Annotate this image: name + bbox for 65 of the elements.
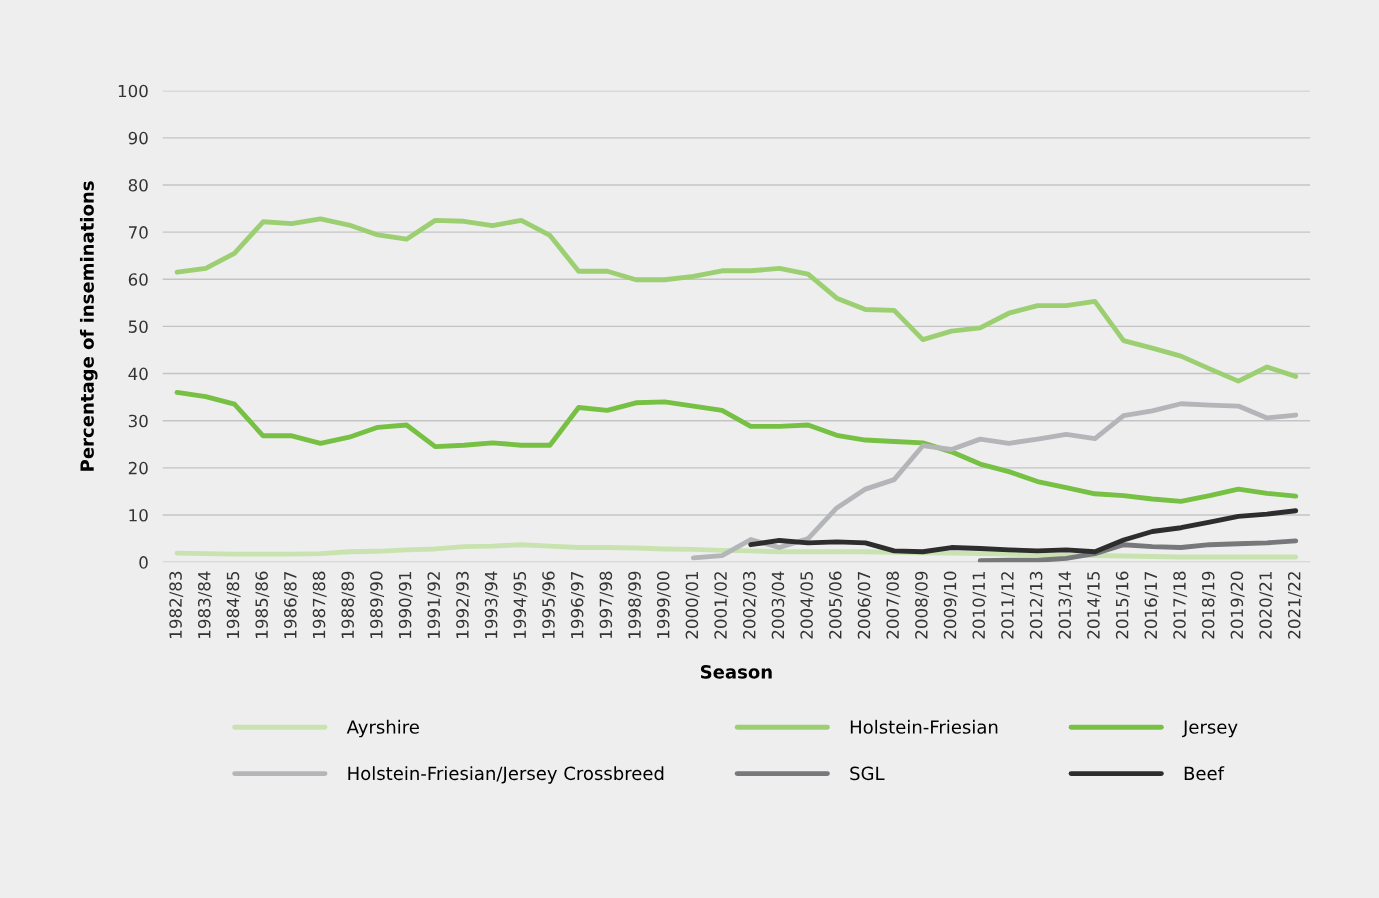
- x-tick-label: 1985/86: [255, 571, 270, 638]
- x-tick-label: 1998/99: [628, 571, 643, 638]
- x-tick-label: 1990/91: [398, 572, 413, 638]
- x-tick-label: 2011/12: [1001, 572, 1016, 639]
- x-tick-label: 2019/20: [1230, 571, 1245, 639]
- x-tick-label: 1991/92: [427, 572, 442, 638]
- x-tick-label: 2014/15: [1087, 571, 1102, 639]
- x-tick-label: 2003/04: [771, 571, 786, 639]
- x-tick-label: 1993/94: [484, 571, 499, 638]
- x-tick-label: 1995/96: [542, 571, 557, 638]
- line-series: [977, 538, 1299, 563]
- legend-label: Jersey: [1182, 720, 1238, 738]
- x-tick-label: 1996/97: [570, 571, 585, 638]
- x-tick-label: 1984/85: [226, 571, 241, 638]
- y-tick-label: 90: [128, 131, 148, 145]
- line-series: [174, 390, 1299, 504]
- x-tick-label: 1989/90: [370, 571, 384, 638]
- x-tick-label: 2000/01: [685, 572, 700, 639]
- x-tick-label: 2004/05: [800, 571, 815, 639]
- x-tick-label: 2012/13: [1029, 571, 1044, 639]
- x-tick-label: 2007/08: [886, 571, 901, 639]
- line-series: [174, 216, 1299, 384]
- y-tick-label: 80: [128, 178, 148, 192]
- x-tick-label: 1987/88: [312, 571, 327, 638]
- legend-label: SGL: [850, 766, 885, 781]
- x-tick-label: 1982/83: [169, 571, 184, 638]
- x-tick-label: 1999/00: [656, 571, 671, 638]
- legend-label: Ayrshire: [346, 719, 419, 738]
- legend-label: Holstein-Friesian/Jersey Crossbreed: [348, 766, 664, 784]
- x-tick-label: 2001/02: [714, 572, 729, 639]
- x-tick-label: 2016/17: [1144, 571, 1159, 639]
- x-tick-label: 2015/16: [1115, 571, 1130, 639]
- y-tick-label: 30: [128, 414, 148, 428]
- x-tick-label: 2018/19: [1201, 571, 1216, 639]
- y-tick-label: 100: [118, 84, 148, 98]
- y-axis-title: Percentage of inseminations: [79, 181, 98, 471]
- x-tick-label: 1994/95: [513, 571, 528, 638]
- x-tick-label: 2020/21: [1259, 572, 1274, 639]
- line-series: [690, 401, 1299, 561]
- legend-label: Holstein-Friesian: [850, 719, 998, 734]
- legend-label: Beef: [1184, 766, 1225, 781]
- x-tick-label: 2005/06: [829, 571, 843, 639]
- x-tick-label: 1986/87: [284, 571, 298, 638]
- y-tick-label: 70: [128, 226, 148, 239]
- x-tick-label: 2017/18: [1173, 571, 1188, 639]
- x-tick-label: 2021/22: [1287, 572, 1302, 639]
- x-tick-label: 1988/89: [341, 571, 356, 638]
- y-tick-label: 60: [128, 273, 148, 286]
- x-tick-label: 1983/84: [197, 571, 212, 638]
- x-tick-label: 2013/14: [1058, 571, 1073, 639]
- line-series: [748, 508, 1299, 555]
- x-tick-label: 1997/98: [599, 571, 614, 638]
- x-axis-title: Season: [700, 665, 772, 679]
- x-tick-label: 2009/10: [943, 571, 958, 639]
- y-tick-label: 20: [128, 461, 148, 475]
- x-tick-label: 2008/09: [915, 571, 929, 639]
- x-tick-label: 1992/93: [456, 571, 471, 638]
- y-tick-label: 50: [128, 320, 148, 333]
- x-tick-label: 2010/11: [972, 572, 987, 639]
- line-series: [174, 542, 1299, 560]
- x-tick-label: 2002/03: [742, 571, 757, 639]
- x-tick-label: 2006/07: [857, 571, 872, 639]
- y-tick-label: 40: [128, 367, 148, 381]
- y-tick-label: 10: [129, 508, 148, 522]
- y-tick-label: 0: [139, 556, 148, 569]
